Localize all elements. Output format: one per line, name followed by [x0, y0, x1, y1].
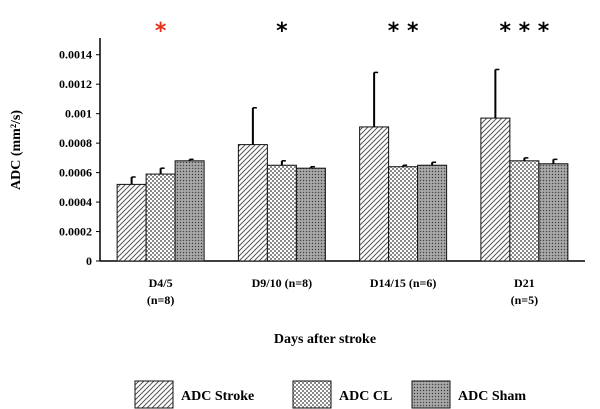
bar — [266, 164, 297, 262]
significance-marker: * * * — [499, 19, 549, 44]
legend-label: ADC Sham — [458, 389, 526, 404]
y-tick-label: 0.0008 — [59, 136, 92, 150]
x-tick-label: D9/10 (n=8) — [252, 276, 313, 290]
y-axis-title: ADC (mm²/s) — [9, 110, 24, 190]
x-axis-title: Days after stroke — [274, 332, 376, 347]
y-tick-label: 0.0014 — [59, 48, 92, 62]
significance-marker: * * — [388, 19, 419, 44]
y-tick-label: 0.0002 — [59, 225, 92, 239]
y-tick-label: 0 — [86, 254, 92, 268]
bar — [237, 144, 268, 262]
bar — [417, 164, 448, 262]
bar — [295, 167, 326, 262]
bar — [388, 166, 419, 262]
bar — [509, 160, 540, 262]
x-tick-label: D14/15 (n=6) — [370, 276, 437, 290]
y-tick-label: 0.001 — [65, 107, 92, 121]
x-tick-label: D4/5 — [149, 276, 173, 290]
x-tick-label: D21 — [514, 276, 535, 290]
bar — [145, 173, 176, 262]
bar — [174, 160, 205, 262]
y-tick-label: 0.0006 — [59, 166, 92, 180]
significance-marker: * — [155, 19, 167, 44]
legend-label: ADC Stroke — [181, 389, 254, 404]
x-tick-label-sub: (n=8) — [147, 293, 175, 307]
x-tick-label-sub: (n=5) — [511, 293, 539, 307]
legend-swatch — [292, 380, 332, 409]
bar — [480, 117, 511, 262]
legend-swatch — [411, 380, 451, 409]
bar — [116, 183, 147, 262]
bar — [359, 126, 390, 262]
legend-swatch — [134, 380, 174, 409]
legend: ADC Stroke ADC CL ADC Sham — [134, 380, 526, 409]
y-tick-label: 0.0012 — [59, 77, 92, 91]
bar — [538, 163, 569, 262]
legend-label: ADC CL — [339, 389, 392, 404]
y-tick-label: 0.0004 — [59, 195, 92, 209]
significance-marker: * — [276, 19, 288, 44]
chart-marks: D4/5 (n=8) D9/10 (n=8) D14/15 (n=6) D21 (n=5)… — [116, 19, 569, 307]
